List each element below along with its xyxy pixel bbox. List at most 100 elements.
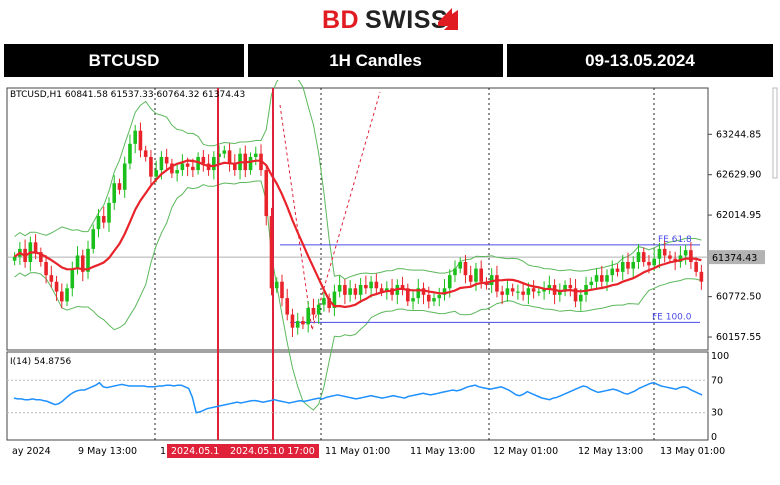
candle-body: [253, 153, 258, 157]
candle-body: [610, 268, 615, 276]
candle-body: [316, 304, 321, 315]
candle-body: [657, 248, 662, 259]
candle-body: [636, 252, 641, 263]
candle-body: [678, 255, 683, 263]
candle-body: [91, 229, 96, 249]
rsi-tick-label: 100: [711, 351, 729, 362]
candle-body: [416, 288, 421, 299]
candle-body: [264, 170, 269, 217]
chart-header-bar: BTCUSD 1H Candles 09-13.05.2024: [4, 44, 773, 77]
time-tick-label: 11 May 13:00: [410, 446, 475, 457]
candle-body: [542, 288, 546, 292]
candle-body: [500, 291, 504, 295]
time-axis: ay 2024 9 May 13:00 1 11 May 01:00 11 May 13…: [12, 444, 725, 458]
header-divider: [503, 44, 507, 77]
candle-body: [531, 288, 536, 292]
candle-body: [662, 248, 667, 256]
lower-band-line: [14, 180, 702, 411]
highlight-markers: [217, 88, 274, 440]
candle-body: [489, 275, 494, 285]
candle-body: [568, 284, 573, 289]
current-price-tag: [709, 250, 765, 265]
candle-body: [112, 183, 117, 203]
candle-body: [138, 130, 143, 151]
candle-body: [295, 321, 300, 328]
chart-scrollbar[interactable]: [772, 87, 778, 179]
highlight-time-label: 2024.05.10 17:00: [230, 446, 315, 457]
candle-body: [683, 250, 688, 256]
time-tick-label: 11 May 01:00: [325, 446, 390, 457]
candle-body: [406, 288, 410, 302]
candle-body: [521, 291, 525, 295]
current-price-tag-label: 61374.43: [712, 253, 757, 264]
candle-body: [332, 291, 337, 308]
candle-body: [358, 284, 363, 295]
candle-body: [122, 163, 127, 190]
candle-body: [374, 281, 379, 289]
candle-body: [175, 170, 179, 174]
header-symbol: BTCUSD: [88, 51, 160, 70]
candle-body: [432, 298, 436, 302]
candle-body: [510, 288, 515, 292]
time-tick-label: ay 2024: [12, 446, 51, 457]
envelope-bands: [14, 80, 702, 411]
candle-body: [458, 262, 463, 269]
candle-body: [96, 216, 101, 230]
candle-body: [453, 268, 457, 276]
candle-body: [495, 275, 499, 292]
candle-body: [468, 275, 473, 282]
candle-body: [526, 288, 531, 295]
candle-body: [311, 307, 316, 315]
highlight-time-tag: [167, 444, 319, 458]
candle-body: [599, 275, 604, 282]
candle-body: [227, 150, 232, 164]
candle-body: [579, 294, 583, 302]
candle-body: [463, 262, 468, 276]
candle-body: [668, 255, 672, 259]
price-panel-frame: [6, 87, 709, 351]
candle-body: [369, 281, 373, 289]
candle-body: [620, 262, 625, 272]
price-tick-label: 60157.55: [716, 332, 761, 343]
time-tick-label: 1: [160, 446, 166, 457]
candle-body: [222, 150, 227, 154]
candle-body: [143, 150, 148, 157]
price-chart: FE 61.8 FE 100.0 63244.85 62629.90 62014.95…: [4, 80, 778, 485]
rsi-tick-label: 70: [711, 375, 723, 386]
candle-body: [280, 281, 284, 299]
candle-body: [442, 288, 447, 295]
candle-body: [39, 252, 43, 263]
candle-body: [128, 143, 132, 164]
brand-logo: BD SWISS: [0, 0, 780, 42]
candle-body: [426, 294, 431, 302]
candle-body: [233, 163, 237, 171]
candle-body: [159, 156, 164, 171]
header-date-range: 09-13.05.2024: [585, 51, 695, 70]
header-timeframe: 1H Candles: [329, 51, 422, 70]
candle-body: [149, 156, 153, 177]
candle-body: [694, 262, 698, 272]
candle-body: [80, 255, 85, 272]
candle-body: [615, 268, 620, 272]
chart-info-line: BTCUSD,H1 60841.58 61537.33 60764.32 613…: [10, 90, 245, 100]
fe-100-label: FE 100.0: [652, 312, 692, 322]
candle-body: [54, 281, 59, 292]
candle-body: [547, 284, 552, 289]
candle-body: [212, 156, 216, 171]
candle-body: [290, 314, 295, 328]
brand-logo-swiss: SWISS: [365, 6, 449, 34]
candle-body: [605, 275, 609, 282]
candle-body: [75, 255, 80, 269]
candle-body: [364, 284, 368, 289]
candle-body: [191, 166, 195, 171]
rsi-panel-frame: [6, 351, 709, 441]
candle-body: [647, 262, 651, 266]
candle-body: [626, 262, 630, 269]
candle-body: [563, 284, 567, 292]
candle-body: [437, 294, 442, 299]
rsi-tick-label: 0: [711, 432, 717, 443]
candle-body: [269, 216, 274, 289]
candle-body: [689, 250, 693, 263]
candle-body: [594, 275, 599, 282]
candle-body: [516, 291, 520, 293]
